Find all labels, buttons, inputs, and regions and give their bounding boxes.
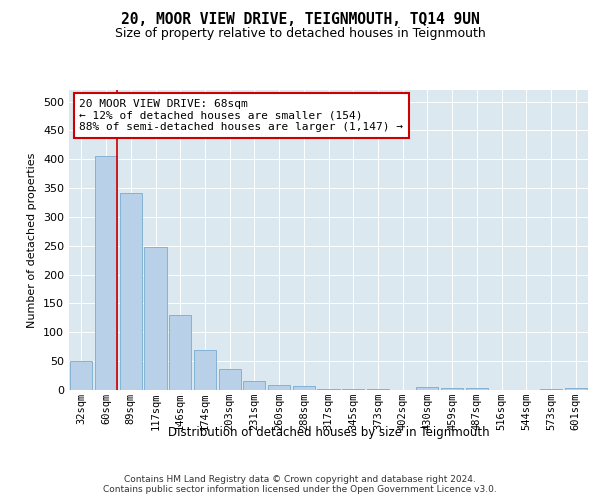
Bar bbox=[169, 315, 191, 390]
Text: 20, MOOR VIEW DRIVE, TEIGNMOUTH, TQ14 9UN: 20, MOOR VIEW DRIVE, TEIGNMOUTH, TQ14 9U… bbox=[121, 12, 479, 28]
Bar bbox=[243, 381, 265, 390]
Bar bbox=[95, 156, 117, 390]
Text: Size of property relative to detached houses in Teignmouth: Size of property relative to detached ho… bbox=[115, 28, 485, 40]
Bar bbox=[218, 368, 241, 390]
Text: 20 MOOR VIEW DRIVE: 68sqm
← 12% of detached houses are smaller (154)
88% of semi: 20 MOOR VIEW DRIVE: 68sqm ← 12% of detac… bbox=[79, 99, 403, 132]
Y-axis label: Number of detached properties: Number of detached properties bbox=[28, 152, 37, 328]
Bar bbox=[194, 350, 216, 390]
Bar bbox=[119, 192, 142, 390]
Bar bbox=[145, 248, 167, 390]
Text: Contains HM Land Registry data © Crown copyright and database right 2024.
Contai: Contains HM Land Registry data © Crown c… bbox=[103, 474, 497, 494]
Bar bbox=[70, 361, 92, 390]
Text: Distribution of detached houses by size in Teignmouth: Distribution of detached houses by size … bbox=[168, 426, 490, 439]
Bar bbox=[441, 388, 463, 390]
Bar bbox=[416, 387, 439, 390]
Bar bbox=[268, 386, 290, 390]
Bar bbox=[466, 388, 488, 390]
Bar bbox=[293, 386, 315, 390]
Bar bbox=[565, 388, 587, 390]
Bar bbox=[317, 389, 340, 390]
